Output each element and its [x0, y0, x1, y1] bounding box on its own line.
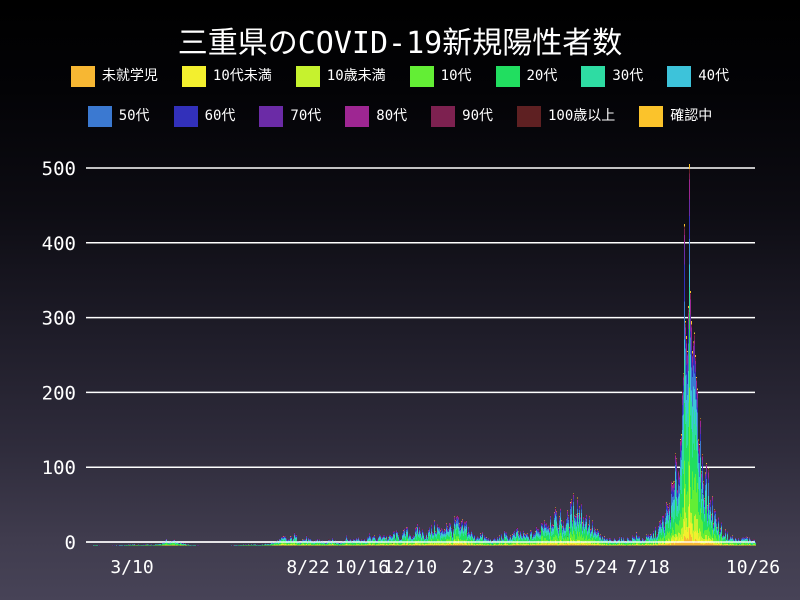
legend-swatch	[517, 106, 541, 127]
y-tick-label: 300	[42, 308, 76, 330]
legend-label: 10歳未満	[326, 68, 386, 84]
x-tick-label: 12/10	[383, 557, 437, 578]
x-tick-label: 2/3	[462, 557, 495, 578]
legend-label: 80代	[376, 108, 408, 124]
y-tick-label: 0	[65, 532, 76, 554]
legend-label: 20代	[526, 68, 558, 84]
x-tick-label: 7/18	[626, 557, 669, 578]
legend-item-r2-6[interactable]: 確認中	[639, 106, 712, 127]
x-tick-label: 10/26	[726, 557, 780, 578]
legend-item-r2-4[interactable]: 90代	[431, 106, 493, 127]
legend-label: 40代	[698, 68, 730, 84]
legend-item-r1-2[interactable]: 10歳未満	[295, 66, 386, 87]
legend-row-2: 50代 60代 70代 80代 90代 100歳以上 確認中	[0, 106, 800, 127]
legend-label: 確認中	[670, 108, 713, 124]
x-tick-label: 3/30	[513, 557, 556, 578]
legend-label: 10代未満	[212, 68, 272, 84]
legend-swatch	[345, 106, 370, 127]
y-tick-label: 200	[42, 382, 76, 404]
legend-swatch	[639, 106, 664, 127]
legend-swatch	[70, 66, 95, 87]
legend-label: 70代	[290, 108, 322, 124]
x-tick-label: 10/16	[335, 557, 389, 578]
legend-label: 30代	[612, 68, 644, 84]
legend-swatch	[667, 66, 692, 87]
y-tick-label: 100	[42, 457, 76, 479]
stacked-bars	[93, 164, 757, 546]
legend-item-r1-3[interactable]: 10代	[409, 66, 472, 87]
y-tick-label: 400	[42, 233, 76, 255]
legend-swatch	[181, 66, 206, 87]
legend-label: 50代	[118, 108, 150, 124]
legend-swatch	[581, 66, 606, 87]
legend-label: 未就学児	[101, 68, 158, 84]
legend-item-r2-1[interactable]: 60代	[173, 106, 236, 127]
legend-swatch	[295, 66, 320, 87]
legend-label: 90代	[462, 108, 493, 124]
legend-label: 10代	[440, 68, 472, 84]
legend-label: 100歳以上	[548, 108, 616, 124]
x-tick-label: 3/10	[110, 557, 153, 578]
legend-item-r1-5[interactable]: 30代	[581, 66, 643, 87]
legend-label: 60代	[204, 108, 236, 124]
legend-swatch	[259, 106, 284, 127]
legend-swatch	[87, 106, 112, 127]
x-tick-label: 8/22	[286, 557, 329, 578]
legend-item-r2-2[interactable]: 70代	[259, 106, 321, 127]
legend-row-1: 未就学児 10代未満 10歳未満 10代 20代 30代 40代	[0, 66, 800, 87]
legend-item-r2-0[interactable]: 50代	[87, 106, 150, 127]
legend-item-r2-5[interactable]: 100歳以上	[517, 106, 615, 127]
chart-title: 三重県のCOVID-19新規陽性者数	[177, 26, 623, 61]
legend-item-r1-1[interactable]: 10代未満	[181, 66, 272, 87]
legend-swatch	[495, 66, 520, 87]
y-tick-label: 500	[42, 158, 76, 180]
legend-item-r1-6[interactable]: 40代	[667, 66, 729, 87]
legend-swatch	[431, 106, 456, 127]
legend-item-r1-4[interactable]: 20代	[495, 66, 558, 87]
x-tick-label: 5/24	[574, 557, 617, 578]
legend-swatch	[173, 106, 198, 127]
legend-swatch	[409, 66, 434, 87]
legend-item-r1-0[interactable]: 未就学児	[70, 66, 158, 87]
legend-item-r2-3[interactable]: 80代	[345, 106, 407, 127]
